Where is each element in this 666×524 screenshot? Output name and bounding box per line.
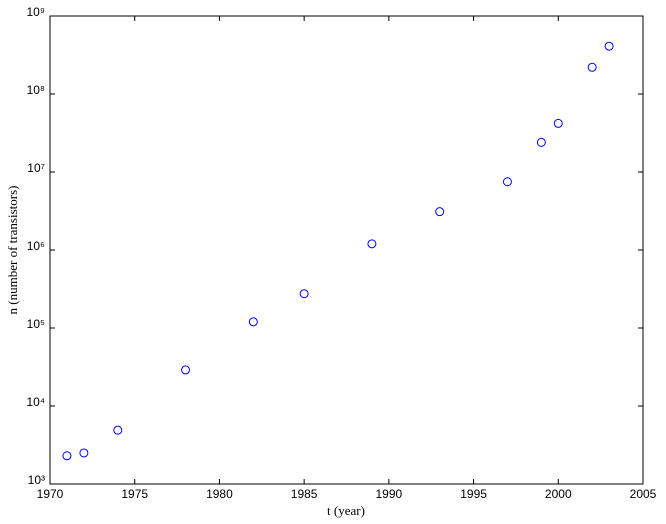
- y-tick-label: 10⁹: [27, 5, 46, 19]
- point: [181, 365, 191, 375]
- x-tick-label: 1990: [376, 487, 403, 501]
- x-tick-label: 1970: [37, 487, 64, 501]
- y-tick-label: 10⁴: [26, 395, 45, 409]
- point: [62, 451, 72, 461]
- x-tick-label: 2005: [630, 487, 657, 501]
- x-axis-label: t (year): [327, 503, 365, 518]
- point: [553, 118, 563, 128]
- point: [435, 207, 445, 217]
- point: [79, 448, 89, 458]
- y-tick-label: 10⁵: [27, 317, 45, 331]
- point: [502, 177, 512, 187]
- point: [536, 137, 546, 147]
- point: [113, 425, 123, 435]
- y-tick-label: 10⁷: [27, 161, 45, 175]
- plot-frame: [49, 15, 644, 485]
- x-tick-label: 1975: [121, 487, 148, 501]
- y-axis-label: n (number of transistors): [5, 186, 20, 315]
- x-tick-label: 1985: [291, 487, 318, 501]
- point: [299, 289, 309, 299]
- x-tick-label: 1980: [206, 487, 233, 501]
- point: [587, 62, 597, 72]
- x-tick-label: 2000: [545, 487, 572, 501]
- point: [367, 239, 377, 249]
- y-tick-label: 10⁸: [27, 83, 45, 97]
- y-tick-label: 10³: [28, 473, 45, 487]
- point: [248, 317, 258, 327]
- point: [604, 41, 614, 51]
- y-tick-label: 10⁶: [27, 239, 45, 253]
- x-tick-label: 1995: [460, 487, 487, 501]
